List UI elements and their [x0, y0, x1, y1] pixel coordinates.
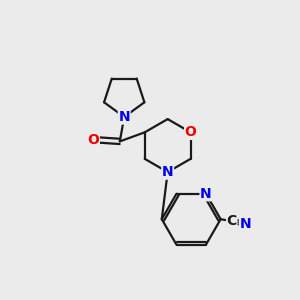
- Text: O: O: [87, 133, 99, 147]
- Text: N: N: [239, 217, 251, 230]
- Text: O: O: [185, 125, 197, 139]
- Text: C: C: [226, 214, 237, 228]
- Text: N: N: [200, 187, 212, 201]
- Text: N: N: [162, 165, 173, 179]
- Text: N: N: [118, 110, 130, 124]
